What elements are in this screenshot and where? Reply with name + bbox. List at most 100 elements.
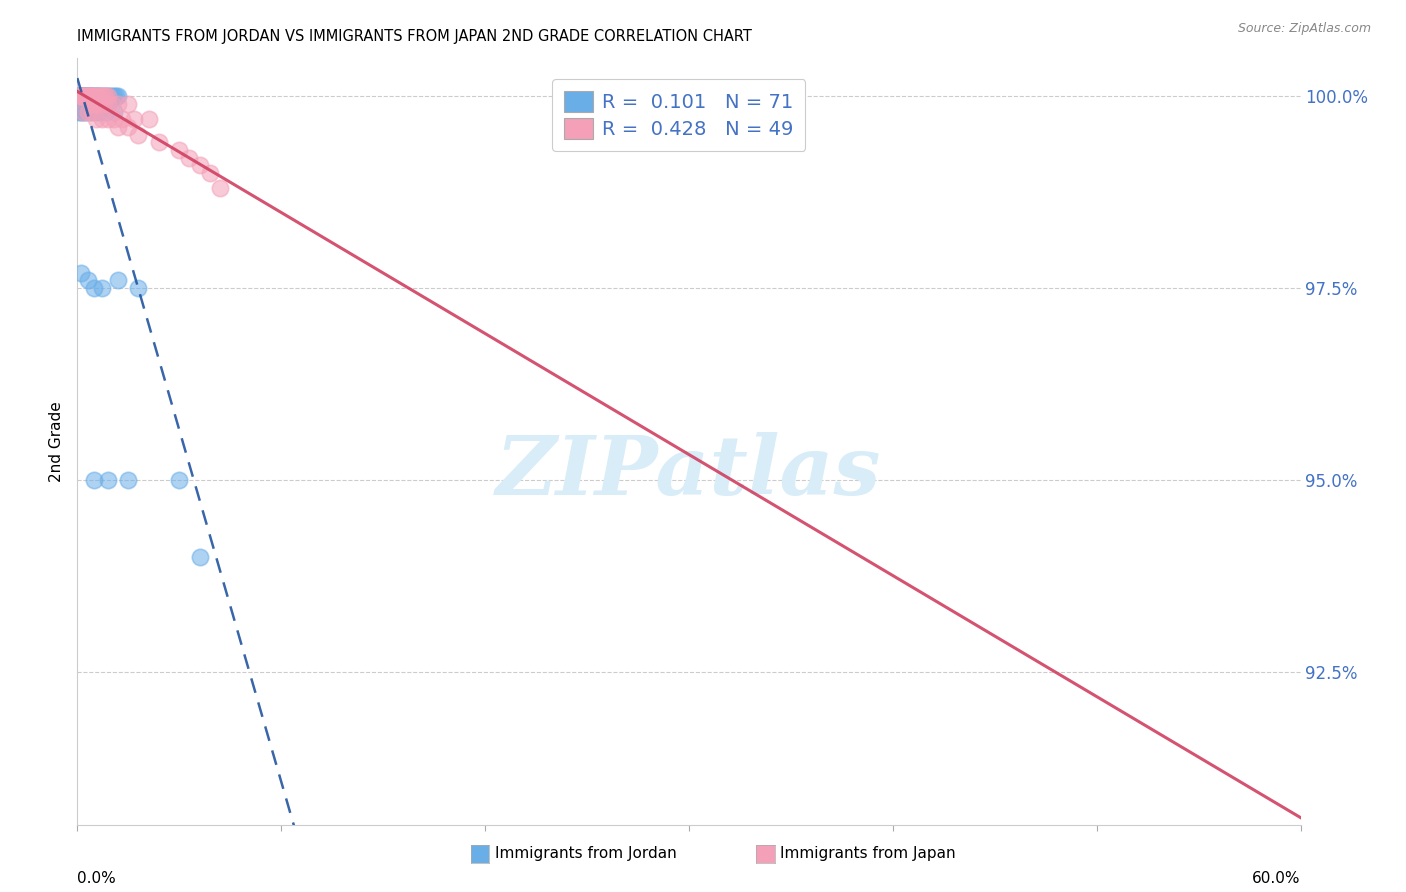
- Point: [148, 136, 170, 150]
- Point: [107, 89, 129, 103]
- Point: [80, 104, 103, 119]
- Point: [97, 473, 120, 487]
- Point: [76, 89, 98, 103]
- Point: [97, 112, 120, 127]
- Point: [90, 89, 112, 103]
- Point: [70, 104, 93, 119]
- Point: [72, 97, 94, 112]
- Point: [72, 89, 94, 103]
- Point: [80, 89, 103, 103]
- Point: [70, 89, 93, 103]
- Point: [70, 89, 93, 103]
- Point: [75, 89, 97, 103]
- Point: [83, 89, 105, 103]
- Point: [83, 89, 105, 103]
- Point: [84, 89, 107, 103]
- Point: [72, 89, 94, 103]
- Point: [90, 97, 112, 112]
- Point: [80, 97, 103, 112]
- Point: [70, 89, 93, 103]
- Point: [72, 104, 94, 119]
- Point: [76, 104, 98, 119]
- Point: [87, 89, 110, 103]
- Point: [90, 112, 112, 127]
- Point: [72, 89, 94, 103]
- Point: [94, 89, 117, 103]
- Point: [169, 143, 191, 157]
- Point: [79, 97, 101, 112]
- Point: [76, 273, 98, 287]
- Point: [97, 97, 120, 112]
- Point: [79, 89, 101, 103]
- Text: 0.0%: 0.0%: [77, 871, 117, 886]
- Point: [127, 281, 149, 295]
- Point: [83, 97, 105, 112]
- Point: [84, 104, 107, 119]
- Point: [70, 97, 93, 112]
- Point: [83, 281, 105, 295]
- Point: [67, 89, 90, 103]
- Point: [79, 89, 101, 103]
- Point: [76, 89, 98, 103]
- Point: [89, 104, 111, 119]
- Point: [198, 166, 221, 180]
- Point: [76, 89, 98, 103]
- Point: [75, 104, 97, 119]
- Text: IMMIGRANTS FROM JORDAN VS IMMIGRANTS FROM JAPAN 2ND GRADE CORRELATION CHART: IMMIGRANTS FROM JORDAN VS IMMIGRANTS FRO…: [77, 29, 752, 44]
- Point: [97, 97, 120, 112]
- Point: [76, 89, 98, 103]
- Point: [169, 473, 191, 487]
- Point: [94, 89, 117, 103]
- Point: [70, 97, 93, 112]
- Point: [75, 89, 97, 103]
- Y-axis label: 2nd Grade: 2nd Grade: [49, 401, 65, 482]
- Point: [75, 89, 97, 103]
- Text: Source: ZipAtlas.com: Source: ZipAtlas.com: [1237, 22, 1371, 36]
- Point: [105, 89, 128, 103]
- Point: [67, 89, 90, 103]
- Point: [103, 89, 125, 103]
- Point: [79, 89, 101, 103]
- Point: [90, 281, 112, 295]
- Point: [89, 89, 111, 103]
- Point: [72, 89, 94, 103]
- Point: [70, 89, 93, 103]
- Point: [97, 89, 120, 103]
- Point: [83, 89, 105, 103]
- Point: [75, 89, 97, 103]
- Point: [93, 97, 115, 112]
- Point: [103, 104, 125, 119]
- Point: [101, 97, 124, 112]
- Point: [97, 89, 120, 103]
- Text: ZIPatlas: ZIPatlas: [496, 433, 882, 512]
- Point: [72, 89, 94, 103]
- Point: [208, 181, 231, 195]
- Point: [98, 89, 121, 103]
- Point: [179, 151, 201, 165]
- Point: [93, 89, 115, 103]
- Point: [67, 97, 90, 112]
- Point: [80, 89, 103, 103]
- Point: [87, 97, 110, 112]
- Point: [107, 97, 129, 112]
- Point: [117, 120, 139, 134]
- Point: [124, 112, 146, 127]
- Point: [107, 273, 129, 287]
- Point: [107, 120, 129, 134]
- Point: [72, 97, 94, 112]
- Point: [67, 104, 90, 119]
- Point: [90, 89, 112, 103]
- Text: Immigrants from Japan: Immigrants from Japan: [780, 847, 956, 861]
- Point: [76, 104, 98, 119]
- Point: [84, 89, 107, 103]
- Point: [87, 89, 110, 103]
- Point: [67, 89, 90, 103]
- Point: [76, 97, 98, 112]
- Point: [101, 89, 124, 103]
- Legend: R =  0.101   N = 71, R =  0.428   N = 49: R = 0.101 N = 71, R = 0.428 N = 49: [553, 79, 806, 151]
- Point: [84, 97, 107, 112]
- Point: [83, 473, 105, 487]
- Point: [117, 97, 139, 112]
- Point: [67, 97, 90, 112]
- Point: [127, 128, 149, 142]
